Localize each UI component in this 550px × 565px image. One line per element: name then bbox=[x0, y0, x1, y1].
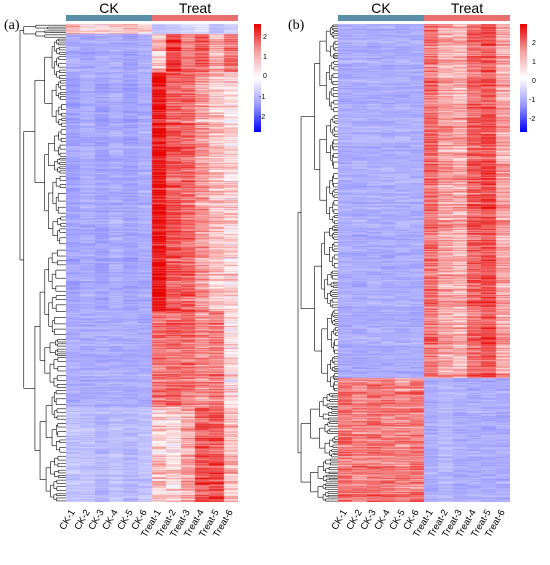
legend-tick-b-2: 2 bbox=[532, 40, 536, 47]
legend-tick-b-1: 1 bbox=[532, 59, 536, 66]
legend-tick-a-1: 1 bbox=[263, 54, 267, 61]
group-bar-ck-b bbox=[338, 15, 424, 21]
heatmap-panel-b: (b) CK Treat 2 1 0 -1 -2 CK-1 CK-2 CK-3 CK-… bbox=[280, 0, 550, 539]
color-legend-a bbox=[254, 24, 261, 132]
heatmap-b bbox=[338, 24, 510, 502]
legend-tick-a-neg2: -2 bbox=[259, 114, 266, 121]
group-bar-ck-a bbox=[66, 15, 152, 21]
group-label-ck-a: CK bbox=[99, 0, 119, 16]
legend-tick-a-neg1: -1 bbox=[259, 94, 266, 101]
row-dendrogram-a bbox=[19, 24, 66, 502]
group-label-ck-b: CK bbox=[371, 0, 391, 16]
panel-b-letter: (b) bbox=[288, 18, 305, 33]
group-bar-treat-b bbox=[424, 15, 510, 21]
legend-tick-b-neg2: -2 bbox=[529, 116, 536, 123]
panel-a-letter: (a) bbox=[4, 18, 20, 33]
legend-tick-a-2: 2 bbox=[263, 34, 267, 41]
group-label-treat-a: Treat bbox=[178, 0, 212, 16]
row-dendrogram-b bbox=[297, 24, 338, 502]
group-bar-treat-a bbox=[152, 15, 238, 21]
heatmap-panel-a: (a) CK Treat 2 1 0 -1 -2 CK-1 CK-2 CK-3 CK-… bbox=[0, 0, 275, 539]
legend-tick-b-0: 0 bbox=[532, 78, 536, 85]
group-label-treat-b: Treat bbox=[450, 0, 484, 16]
color-legend-b bbox=[520, 24, 527, 132]
legend-tick-b-neg1: -1 bbox=[529, 97, 536, 104]
heatmap-a bbox=[66, 24, 238, 502]
legend-tick-a-0: 0 bbox=[263, 73, 267, 80]
